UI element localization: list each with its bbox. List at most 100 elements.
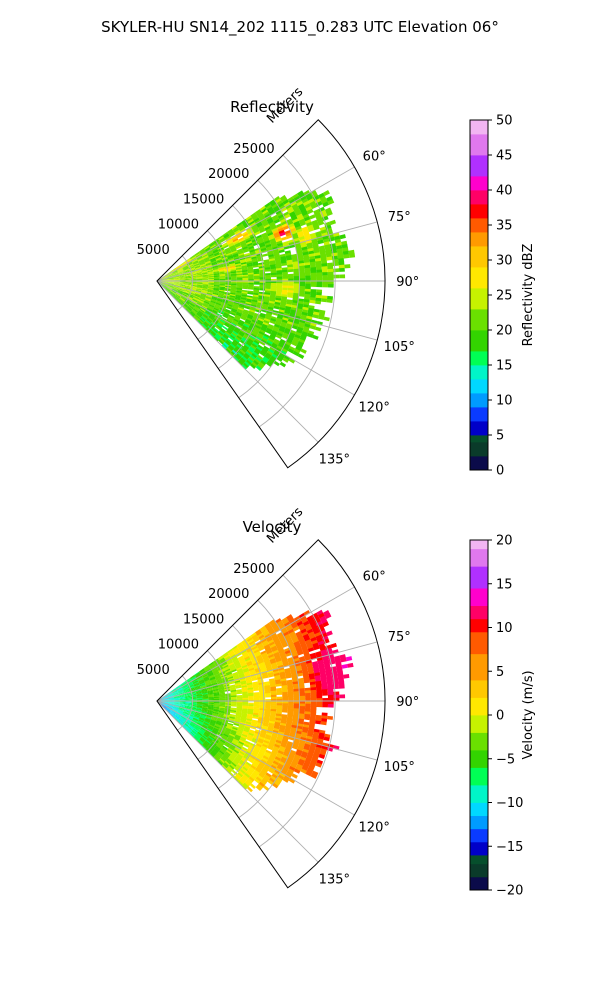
radar-gate bbox=[327, 274, 334, 279]
radar-gate bbox=[275, 198, 282, 204]
radar-gate bbox=[281, 658, 288, 663]
radar-gate bbox=[233, 303, 240, 307]
radar-gate bbox=[230, 333, 237, 339]
radar-gate bbox=[284, 761, 292, 767]
radar-gate bbox=[178, 691, 185, 694]
radar-gate bbox=[257, 739, 264, 744]
radar-gate bbox=[197, 677, 204, 682]
radar-gate bbox=[305, 701, 311, 705]
radar-gate bbox=[204, 311, 211, 316]
radar-gate bbox=[173, 695, 180, 698]
radar-gate bbox=[179, 696, 186, 698]
radar-gate bbox=[262, 305, 269, 309]
radar-gate bbox=[244, 724, 251, 728]
radar-gate bbox=[219, 237, 225, 242]
radar-gate bbox=[258, 646, 265, 652]
radar-gate bbox=[276, 692, 283, 695]
radar-gate bbox=[293, 615, 301, 622]
radar-gate bbox=[276, 703, 283, 706]
radar-gate bbox=[242, 362, 249, 369]
radar-gate bbox=[282, 287, 288, 291]
radar-gate bbox=[174, 295, 180, 299]
radar-gate bbox=[205, 297, 211, 301]
radar-gate bbox=[315, 720, 322, 725]
radar-gate bbox=[345, 656, 353, 662]
radar-gate bbox=[269, 630, 276, 636]
radar-gate bbox=[282, 274, 288, 277]
radar-gate bbox=[179, 283, 186, 285]
radar-gate bbox=[199, 738, 205, 744]
radar-gate bbox=[201, 708, 208, 710]
radar-gate bbox=[200, 670, 206, 675]
radar-gate bbox=[215, 754, 221, 760]
radar-gate bbox=[278, 249, 285, 254]
radar-gate bbox=[198, 260, 205, 264]
radar-gate bbox=[265, 312, 273, 317]
radar-gate bbox=[280, 638, 287, 644]
radar-gate bbox=[255, 209, 262, 215]
radar-gate bbox=[226, 767, 232, 773]
radar-gate bbox=[212, 291, 219, 295]
radar-gate bbox=[207, 288, 214, 291]
radar-gate bbox=[244, 352, 250, 359]
radar-gate bbox=[231, 698, 237, 700]
radar-gate bbox=[162, 702, 168, 706]
radar-gate bbox=[157, 701, 163, 704]
radar-gate bbox=[162, 701, 169, 703]
radar-gate bbox=[195, 290, 202, 293]
radar-gate bbox=[162, 699, 169, 701]
radar-gate bbox=[168, 280, 175, 281]
radar-gate bbox=[195, 314, 201, 319]
range-ring bbox=[218, 625, 265, 789]
range-ring bbox=[177, 675, 194, 731]
radar-gate bbox=[310, 692, 317, 696]
radar-gate bbox=[293, 281, 300, 284]
panel-title: Reflectivity bbox=[230, 98, 314, 116]
radar-gate bbox=[165, 288, 170, 293]
radar-gate bbox=[254, 219, 261, 225]
colorbar-band bbox=[470, 218, 488, 233]
radar-gate bbox=[235, 684, 242, 688]
radar-gate bbox=[179, 277, 186, 279]
radar-gate bbox=[235, 716, 241, 719]
radar-gate bbox=[169, 292, 175, 296]
radar-gate bbox=[173, 277, 180, 279]
radar-gate bbox=[242, 284, 249, 286]
radar-gate bbox=[248, 281, 254, 283]
radar-gate bbox=[274, 654, 281, 659]
radar-gate bbox=[253, 759, 260, 765]
radar-gate bbox=[303, 326, 310, 331]
radar-gate bbox=[213, 709, 219, 712]
radar-gate bbox=[173, 296, 179, 301]
radar-gate bbox=[172, 691, 178, 694]
radar-gate bbox=[240, 298, 247, 302]
colorbar-band bbox=[470, 379, 488, 394]
radar-gate bbox=[207, 710, 213, 713]
radar-gate bbox=[196, 691, 202, 694]
radar-gate bbox=[196, 707, 202, 709]
radar-gate bbox=[189, 254, 195, 259]
radar-gate bbox=[179, 298, 184, 303]
radar-gate bbox=[180, 296, 186, 301]
radar-gate bbox=[225, 251, 232, 255]
radar-gate bbox=[233, 329, 240, 334]
radar-gate bbox=[191, 678, 198, 683]
radar-gate bbox=[171, 290, 176, 295]
radar-gate bbox=[248, 277, 254, 280]
radar-gate bbox=[246, 718, 253, 722]
radar-gate bbox=[313, 195, 320, 202]
radar-gate bbox=[301, 765, 308, 772]
radar-gate bbox=[235, 266, 242, 269]
radar-gate bbox=[168, 281, 175, 282]
radar-gate bbox=[230, 309, 237, 314]
radar-gate bbox=[167, 286, 173, 290]
radar-gate bbox=[170, 291, 176, 295]
radar-gate bbox=[299, 283, 306, 287]
radar-gate bbox=[338, 258, 345, 263]
radar-gate bbox=[196, 694, 203, 697]
radar-gate bbox=[264, 622, 271, 628]
radar-gate bbox=[167, 694, 173, 697]
radar-gate bbox=[221, 344, 227, 350]
radar-gate bbox=[202, 281, 209, 283]
radar-gate bbox=[192, 680, 198, 684]
